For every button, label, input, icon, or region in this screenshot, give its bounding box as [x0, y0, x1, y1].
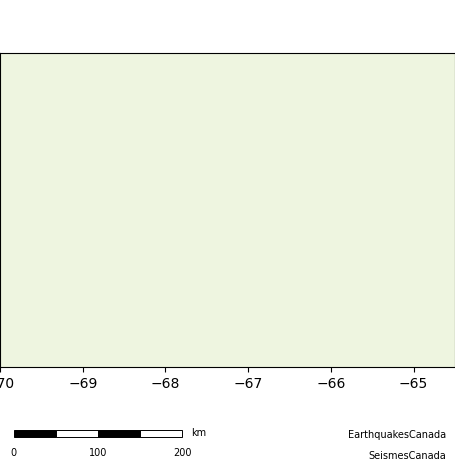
Text: SeismesCanada: SeismesCanada — [368, 451, 446, 460]
Text: EarthquakesCanada: EarthquakesCanada — [348, 430, 446, 439]
Bar — [140, 430, 182, 437]
Text: 200: 200 — [173, 448, 191, 458]
Text: 100: 100 — [89, 448, 107, 458]
Bar — [56, 430, 98, 437]
Text: km: km — [191, 428, 206, 439]
Bar — [14, 430, 56, 437]
Text: 0: 0 — [10, 448, 17, 458]
Bar — [98, 430, 140, 437]
